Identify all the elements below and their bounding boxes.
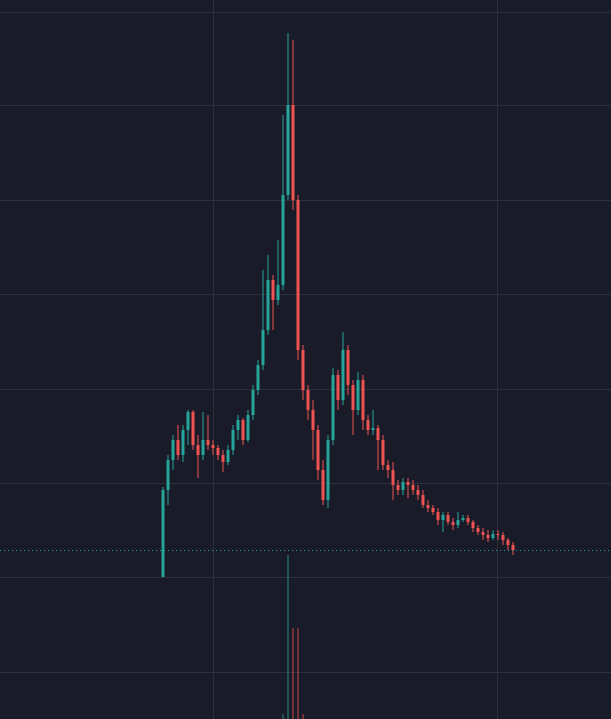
candle-body <box>206 440 210 445</box>
candle-body <box>266 280 270 330</box>
candle-body <box>416 490 420 495</box>
candle-body <box>281 195 285 285</box>
candle-body <box>446 515 450 522</box>
candle-body <box>326 440 330 500</box>
candle-body <box>196 445 200 455</box>
candle-body <box>161 490 165 577</box>
candle-body <box>396 485 400 490</box>
volume-bar <box>302 714 304 719</box>
candle-body <box>186 412 190 430</box>
candle-body <box>236 420 240 430</box>
candle-body <box>166 460 170 490</box>
volume-bar <box>287 555 289 719</box>
candle-body <box>391 470 395 485</box>
candle-body <box>476 528 480 532</box>
candle-body <box>351 385 355 410</box>
candle-body <box>321 470 325 500</box>
candle-body <box>341 350 345 400</box>
candle-body <box>346 350 350 385</box>
candle-body <box>421 495 425 505</box>
candle-body <box>226 450 230 462</box>
candle-body <box>261 330 265 365</box>
candle-body <box>406 482 410 485</box>
candle-body <box>501 535 505 540</box>
candle-body <box>456 520 460 525</box>
candle-body <box>171 440 175 460</box>
candle-body <box>356 380 360 410</box>
candle-body <box>256 365 260 390</box>
candle-body <box>411 485 415 490</box>
candle-body <box>481 532 485 535</box>
volume-bar <box>282 714 284 719</box>
candle-body <box>181 430 185 455</box>
candle-body <box>386 465 390 470</box>
candle-body <box>301 350 305 390</box>
candle-body <box>251 390 255 415</box>
candle-body <box>361 380 365 420</box>
candle-body <box>241 420 245 440</box>
candle-body <box>376 428 380 440</box>
candle-body <box>311 410 315 430</box>
candle-body <box>286 105 290 195</box>
candle-body <box>471 522 475 528</box>
candle-body <box>216 448 220 455</box>
candle-body <box>276 285 280 300</box>
candle-body <box>511 545 515 550</box>
candle-body <box>486 535 490 538</box>
volume-bar <box>297 628 299 719</box>
candle-body <box>296 200 300 350</box>
candle-body <box>221 455 225 462</box>
candle-body <box>211 445 215 448</box>
candle-body <box>461 518 465 520</box>
candle-body <box>271 280 275 300</box>
candle-body <box>381 440 385 465</box>
candle-body <box>426 505 430 508</box>
volume-bar <box>292 628 294 719</box>
candle-body <box>316 430 320 470</box>
candle-body <box>441 515 445 520</box>
candle-body <box>306 390 310 410</box>
candle-body <box>231 430 235 450</box>
candle-body <box>506 540 510 545</box>
candle-body <box>491 534 495 538</box>
candle-body <box>336 375 340 400</box>
candle-body <box>291 105 295 200</box>
candle-body <box>191 412 195 445</box>
candle-body <box>451 522 455 525</box>
candle-body <box>366 420 370 430</box>
candle-body <box>496 534 500 535</box>
candle-body <box>246 415 250 440</box>
candle-body <box>431 508 435 512</box>
candle-body <box>201 440 205 455</box>
candle-body <box>436 512 440 520</box>
candle-body <box>466 518 470 522</box>
candle-body <box>371 428 375 430</box>
candle-body <box>401 482 405 490</box>
candle-body <box>176 440 180 455</box>
candle-body <box>331 375 335 440</box>
